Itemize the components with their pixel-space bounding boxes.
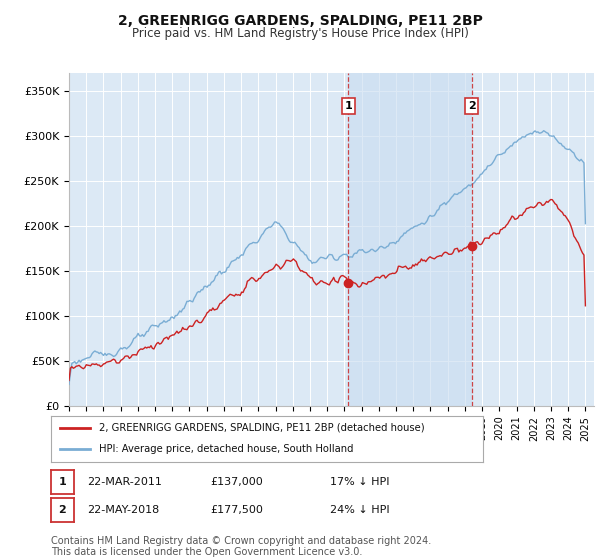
Text: 24% ↓ HPI: 24% ↓ HPI: [330, 505, 389, 515]
Text: £177,500: £177,500: [210, 505, 263, 515]
Text: 2: 2: [468, 101, 475, 111]
Text: 2: 2: [59, 505, 66, 515]
Text: Contains HM Land Registry data © Crown copyright and database right 2024.
This d: Contains HM Land Registry data © Crown c…: [51, 535, 431, 557]
Text: 1: 1: [59, 477, 66, 487]
Text: 17% ↓ HPI: 17% ↓ HPI: [330, 477, 389, 487]
Text: 2, GREENRIGG GARDENS, SPALDING, PE11 2BP (detached house): 2, GREENRIGG GARDENS, SPALDING, PE11 2BP…: [98, 423, 424, 432]
Text: 1: 1: [344, 101, 352, 111]
Text: £137,000: £137,000: [210, 477, 263, 487]
Text: 22-MAR-2011: 22-MAR-2011: [87, 477, 162, 487]
Text: Price paid vs. HM Land Registry's House Price Index (HPI): Price paid vs. HM Land Registry's House …: [131, 27, 469, 40]
Text: 22-MAY-2018: 22-MAY-2018: [87, 505, 159, 515]
Bar: [348, 73, 472, 406]
Text: 2, GREENRIGG GARDENS, SPALDING, PE11 2BP: 2, GREENRIGG GARDENS, SPALDING, PE11 2BP: [118, 14, 482, 28]
Text: HPI: Average price, detached house, South Holland: HPI: Average price, detached house, Sout…: [98, 444, 353, 454]
